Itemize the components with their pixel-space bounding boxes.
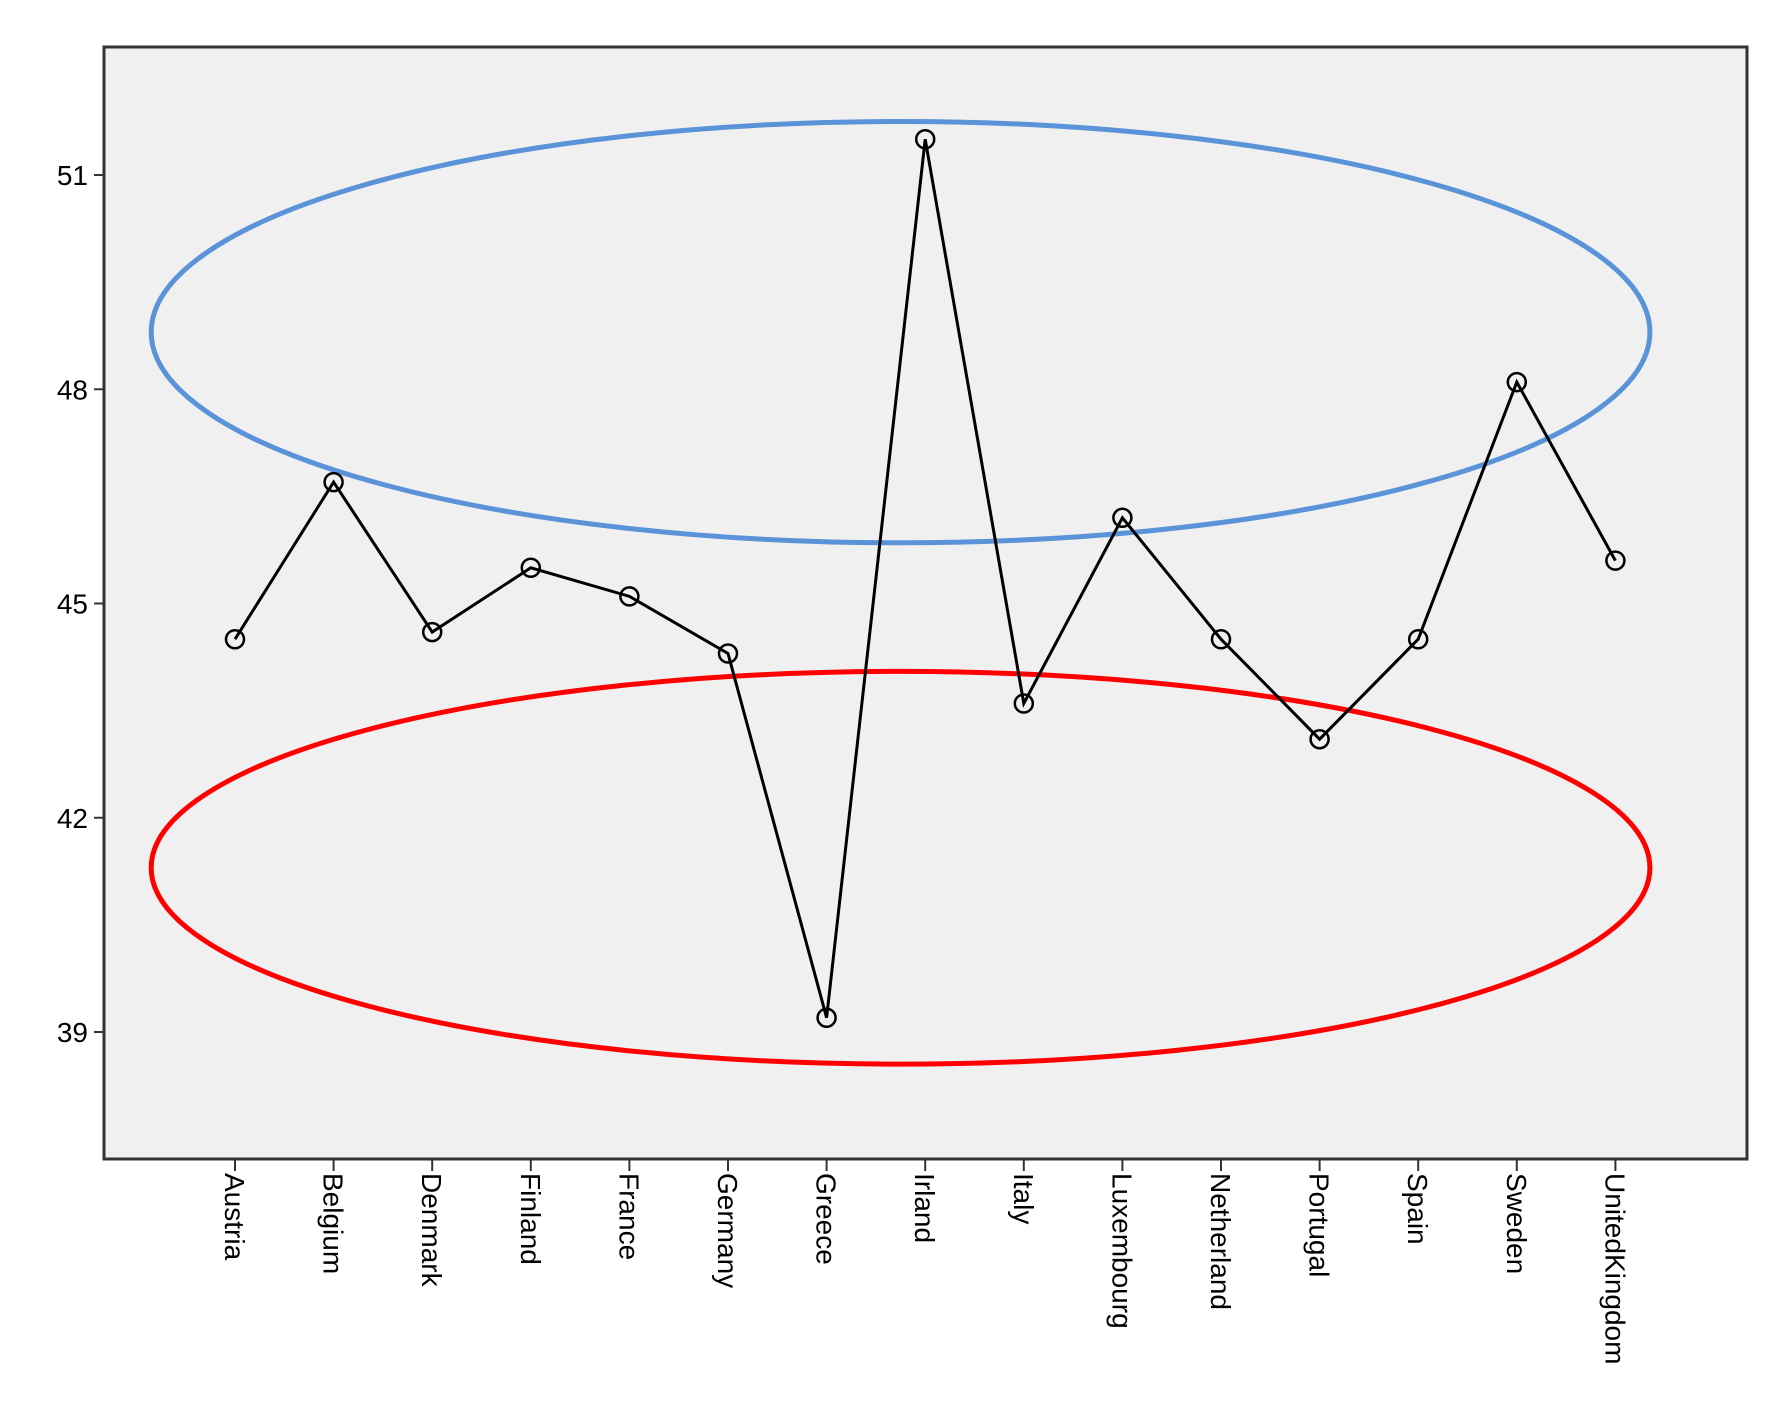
annotation-ellipse — [148, 668, 1653, 1067]
x-tick-label: Spain — [1402, 1173, 1433, 1245]
x-tick-label: Luxembourg — [1106, 1173, 1137, 1329]
data-point — [619, 586, 640, 607]
y-tick-label: 45 — [57, 589, 88, 620]
series-line — [224, 129, 1626, 1028]
y-tick-label: 39 — [57, 1017, 88, 1048]
data-point — [1407, 628, 1429, 650]
annotations — [148, 118, 1653, 1067]
data-point — [717, 643, 739, 664]
data-point — [1309, 728, 1330, 750]
x-tick-label: Germany — [712, 1173, 743, 1288]
data-point — [914, 129, 936, 150]
y-tick-label: 48 — [57, 374, 88, 405]
data-point — [421, 621, 443, 643]
data-point — [224, 628, 246, 650]
x-tick-label: Greece — [811, 1173, 842, 1265]
annotation-ellipse — [148, 118, 1653, 546]
x-tick-label: France — [613, 1173, 644, 1260]
x-tick-label: Netherland — [1205, 1173, 1236, 1310]
y-axis: 39 42 45 48 51 — [57, 160, 104, 1048]
x-tick-label: Irland — [909, 1173, 940, 1243]
data-point — [323, 471, 344, 493]
series-polyline — [233, 139, 1617, 1019]
data-point — [1210, 628, 1232, 650]
x-tick-label: Belgium — [318, 1173, 349, 1274]
plot-background — [102, 45, 1749, 1161]
x-tick-label: Austria — [219, 1173, 250, 1261]
x-tick-label: Portugal — [1304, 1173, 1335, 1277]
x-axis: Austria Belgium Denmark Finland France German… — [219, 1159, 1630, 1364]
data-point — [1506, 371, 1528, 393]
data-point — [1112, 507, 1133, 529]
x-tick-label: Italy — [1008, 1173, 1039, 1224]
y-tick-label: 51 — [57, 160, 88, 191]
x-tick-label: Denmark — [416, 1173, 447, 1288]
data-point — [1605, 550, 1626, 571]
data-point — [520, 557, 542, 579]
data-point — [816, 1007, 837, 1028]
x-tick-label: UnitedKingdom — [1599, 1173, 1630, 1364]
x-tick-label: Finland — [515, 1173, 546, 1265]
x-tick-label: Sweden — [1501, 1173, 1532, 1274]
data-point — [1013, 693, 1035, 714]
y-tick-label: 42 — [57, 803, 88, 834]
